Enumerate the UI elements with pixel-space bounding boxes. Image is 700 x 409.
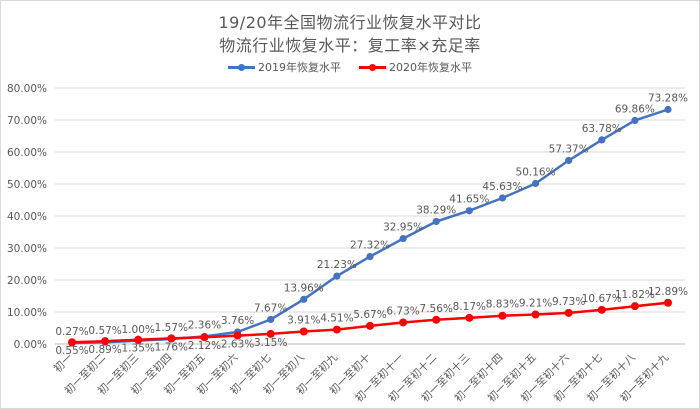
data-label: 57.37%	[549, 143, 589, 155]
chart-subtitle: 物流行业恢复水平：复工率×充足率	[219, 36, 481, 55]
data-point-marker	[266, 329, 275, 338]
data-label: 6.73%	[386, 305, 419, 317]
y-tick-label: 50.00%	[7, 179, 47, 191]
legend: 2019年恢复水平 2020年恢复水平	[1, 59, 699, 75]
data-label: 2.12%	[188, 340, 221, 352]
data-label: 3.91%	[287, 314, 320, 326]
data-point-marker	[101, 337, 110, 346]
data-label: 5.67%	[353, 309, 386, 321]
data-point-marker	[200, 333, 209, 342]
data-label: 45.63%	[482, 181, 522, 193]
y-tick-label: 30.00%	[7, 243, 47, 255]
data-label: 7.67%	[254, 302, 287, 314]
data-point-marker	[432, 217, 440, 226]
data-label: 10.67%	[582, 293, 622, 305]
data-label: 21.23%	[317, 259, 357, 271]
data-label: 73.28%	[648, 93, 688, 105]
data-label: 9.73%	[552, 296, 585, 308]
data-point-marker	[664, 298, 672, 307]
data-point-marker	[465, 313, 474, 322]
chart-title: 19/20年全国物流行业恢复水平对比	[218, 13, 482, 32]
data-label: 69.86%	[615, 103, 655, 115]
data-label: 0.89%	[88, 344, 121, 356]
data-label: 9.21%	[519, 298, 552, 310]
data-point-marker	[366, 321, 374, 330]
data-point-marker	[300, 295, 308, 303]
data-label: 3.76%	[221, 315, 254, 327]
data-label: 12.89%	[648, 286, 688, 298]
data-label: 7.56%	[420, 303, 453, 315]
data-point-marker	[631, 116, 639, 125]
data-point-marker	[333, 272, 341, 280]
legend-label: 2020年恢复水平	[389, 61, 472, 74]
data-label: 3.15%	[254, 337, 287, 349]
data-point-marker	[299, 327, 308, 336]
y-tick-label: 80.00%	[7, 83, 47, 95]
y-tick-label: 20.00%	[7, 275, 47, 287]
data-point-marker	[630, 302, 639, 311]
legend-item-2020[interactable]: 2020年恢复水平	[359, 59, 472, 75]
data-point-marker	[597, 305, 606, 314]
data-point-marker	[598, 136, 606, 144]
data-point-marker	[167, 334, 176, 343]
data-point-marker	[68, 338, 76, 347]
data-point-marker	[366, 252, 374, 261]
data-point-marker	[233, 331, 242, 340]
data-label: 2.63%	[221, 339, 254, 351]
data-label: 4.51%	[320, 313, 353, 325]
data-label: 50.16%	[516, 166, 556, 178]
data-label: 11.82%	[615, 289, 655, 301]
data-point-marker	[465, 207, 473, 215]
data-label: 0.57%	[88, 325, 121, 337]
data-point-marker	[565, 156, 573, 165]
legend-label: 2019年恢复水平	[258, 61, 341, 74]
data-point-marker	[399, 318, 408, 327]
data-point-marker	[531, 179, 540, 188]
data-point-marker	[134, 335, 143, 344]
data-label: 1.76%	[155, 341, 188, 353]
data-point-marker	[399, 234, 407, 243]
data-label: 0.55%	[55, 345, 88, 357]
data-label: 32.95%	[383, 222, 423, 234]
data-label: 2.36%	[188, 319, 221, 331]
data-point-marker	[498, 194, 507, 202]
data-label: 27.32%	[350, 240, 390, 252]
legend-line-marker-icon	[359, 61, 386, 73]
y-tick-label: 10.00%	[7, 307, 47, 319]
data-point-marker	[432, 315, 441, 324]
legend-line-marker-icon	[228, 61, 255, 73]
data-point-marker	[498, 311, 507, 320]
data-point-marker	[267, 315, 275, 324]
data-label: 38.29%	[416, 204, 456, 216]
data-label: 1.35%	[122, 343, 155, 355]
y-tick-label: 70.00%	[7, 115, 47, 127]
data-label: 1.57%	[155, 322, 188, 334]
data-label: 41.65%	[449, 194, 489, 206]
data-point-marker	[332, 325, 341, 334]
data-point-marker	[564, 308, 573, 317]
y-tick-label: 40.00%	[7, 211, 47, 223]
data-label: 8.17%	[453, 301, 486, 313]
y-tick-label: 60.00%	[7, 147, 47, 159]
data-label: 0.27%	[55, 326, 88, 338]
data-label: 13.96%	[284, 282, 324, 294]
legend-item-2019[interactable]: 2019年恢复水平	[228, 59, 341, 75]
y-tick-label: 0.00%	[14, 339, 47, 351]
data-point-marker	[531, 310, 540, 319]
data-label: 8.83%	[486, 299, 519, 311]
data-label: 1.00%	[122, 324, 155, 336]
data-label: 63.78%	[582, 123, 622, 135]
data-point-marker	[664, 105, 672, 114]
